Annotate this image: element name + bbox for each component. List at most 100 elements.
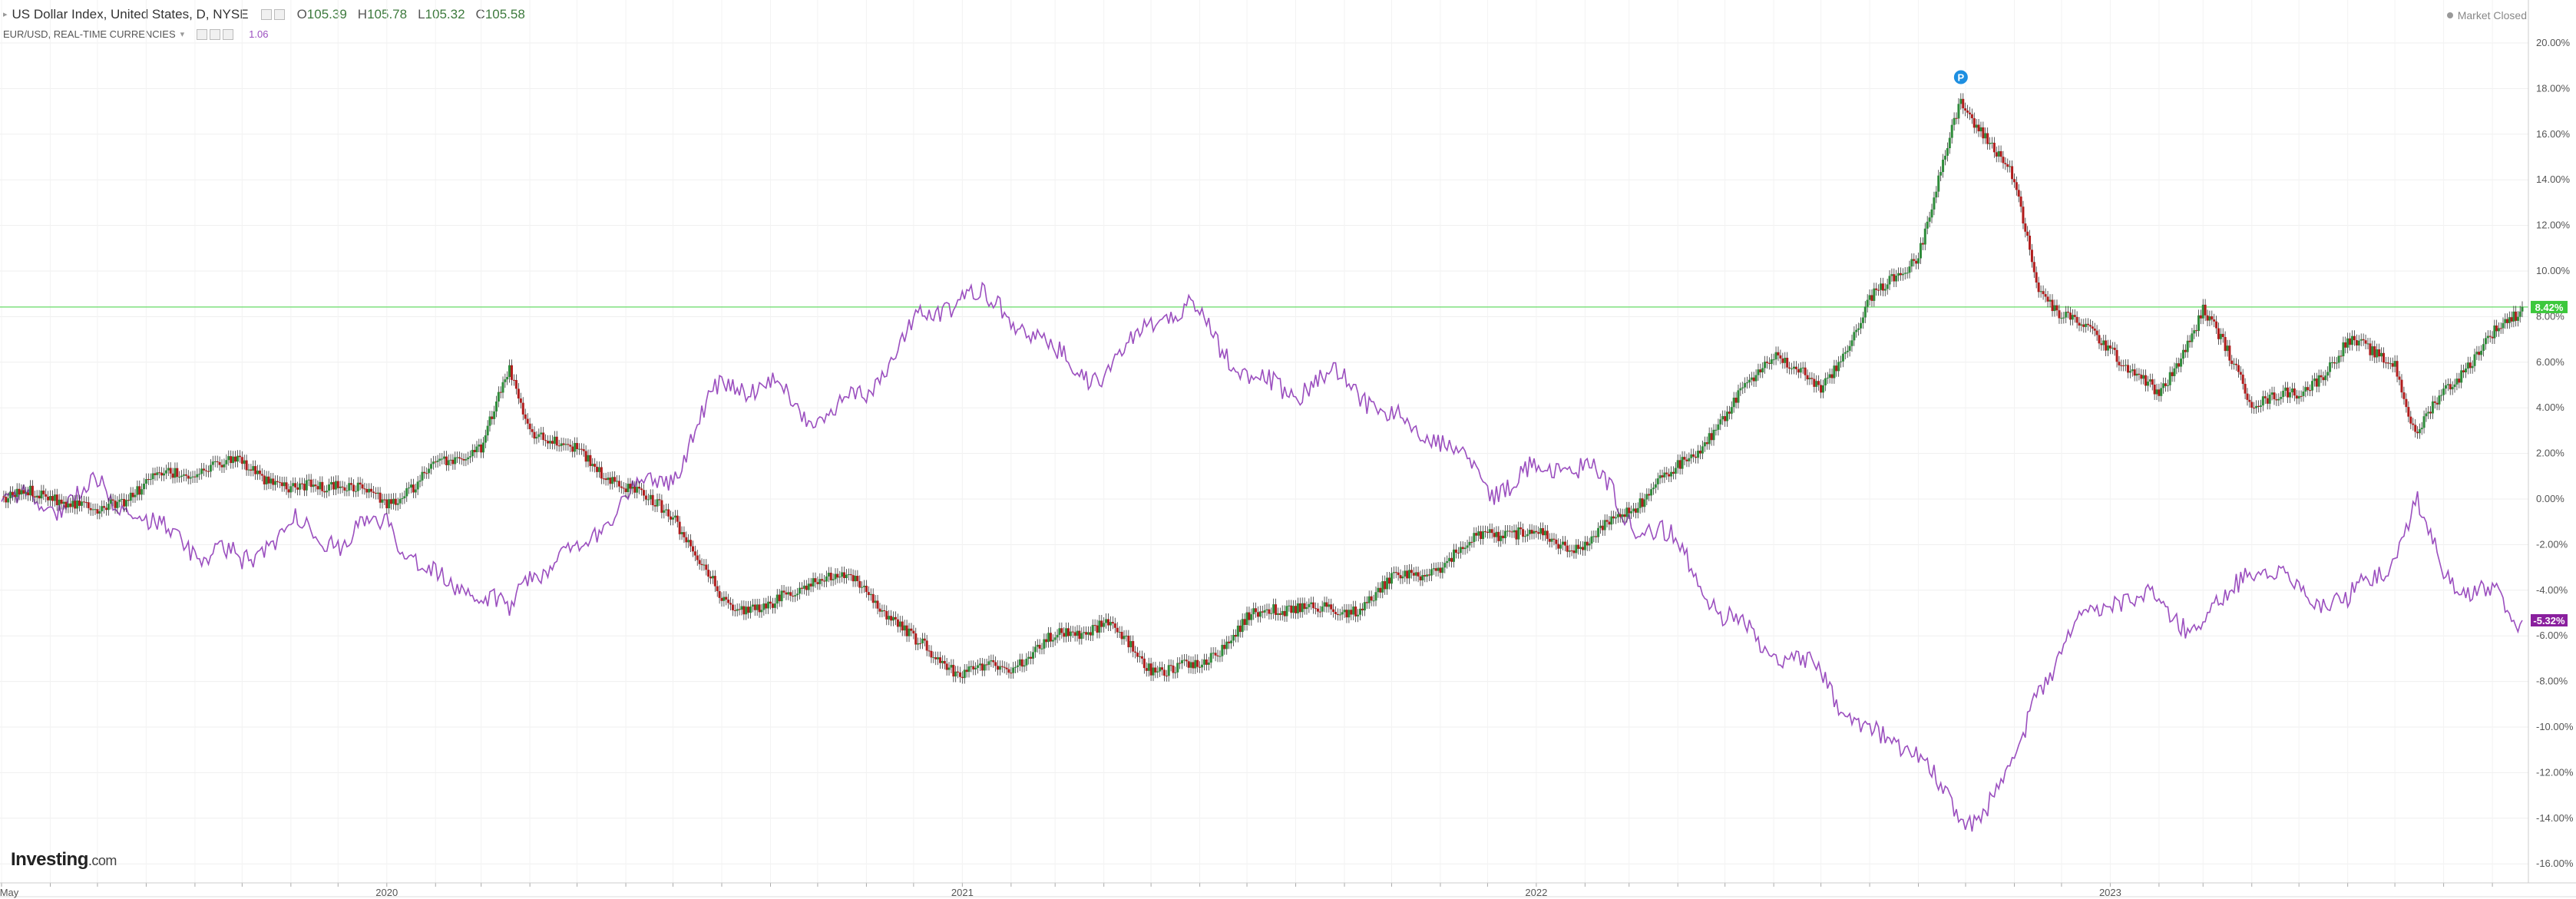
candle-body <box>1250 614 1253 620</box>
candle-body <box>845 574 848 578</box>
candle-body <box>1899 273 1902 276</box>
candle-body <box>771 603 774 608</box>
compare-dropdown-icon[interactable]: ▾ <box>180 30 185 39</box>
candle-body <box>2293 388 2296 396</box>
candle-body <box>2340 355 2343 357</box>
candle-body <box>2369 343 2372 355</box>
candle-body <box>2473 354 2476 366</box>
candle-body <box>410 484 413 488</box>
candle-body <box>1764 362 1767 369</box>
visibility-toggle-icon[interactable] <box>260 9 272 20</box>
candle-body <box>1459 547 1462 554</box>
candle-body <box>1546 530 1549 539</box>
candle-body <box>2362 339 2365 341</box>
candle-body <box>193 476 197 478</box>
candle-body <box>432 461 435 464</box>
candle-body <box>2073 315 2076 317</box>
candle-body <box>283 482 286 487</box>
candle-body <box>1202 659 1205 665</box>
candle-body <box>1446 561 1449 564</box>
candle-body <box>901 621 904 631</box>
candle-body <box>1977 124 1980 132</box>
candle-body <box>1093 625 1096 626</box>
candle-body <box>2384 362 2387 364</box>
candle-body <box>805 585 808 590</box>
y-tick-label: -10.00% <box>2536 721 2574 732</box>
candle-body <box>209 464 212 472</box>
candle-body <box>2391 363 2394 367</box>
candle-body <box>1608 521 1611 525</box>
compare-visibility-icon[interactable] <box>197 29 208 40</box>
candle-body <box>591 464 594 467</box>
candle-body <box>611 477 614 484</box>
eurusd-price-tag-label: -5.32% <box>2533 615 2565 626</box>
candle-body <box>898 621 901 627</box>
candle-body <box>775 594 779 604</box>
candle-body <box>2201 304 2204 319</box>
candle-body <box>1724 416 1727 421</box>
status-dot-icon <box>2446 12 2453 18</box>
candle-body <box>1127 636 1130 648</box>
candle-body <box>1721 416 1724 420</box>
candle-body <box>1363 602 1366 611</box>
candle-body <box>1475 533 1478 536</box>
candle-body <box>2017 190 2020 197</box>
candle-body <box>1152 667 1155 676</box>
candle-body <box>871 593 875 603</box>
candle-body <box>2416 431 2419 434</box>
candle-body <box>497 392 500 402</box>
candle-body <box>1473 533 1476 542</box>
candle-body <box>2078 322 2081 326</box>
candle-body <box>760 610 763 613</box>
candle-body <box>1283 610 1286 616</box>
candle-body <box>1466 545 1469 548</box>
candle-body <box>1628 507 1631 514</box>
candle-body <box>2166 385 2169 386</box>
candle-body <box>316 486 319 490</box>
candle-body <box>2458 378 2461 383</box>
candle-body <box>1548 538 1551 542</box>
candle-body <box>2128 371 2131 373</box>
candle-body <box>1663 472 1666 478</box>
candle-body <box>914 633 918 645</box>
candle-body <box>2480 350 2483 355</box>
candle-body <box>1923 228 1926 245</box>
candle-body <box>678 521 681 534</box>
candle-body <box>1959 98 1963 104</box>
compare-remove-icon[interactable] <box>223 29 234 40</box>
candle-body <box>2213 319 2216 322</box>
candle-body <box>787 592 790 595</box>
candle-body <box>1806 375 1809 380</box>
candle-body <box>1330 604 1333 610</box>
ohlc-low-value: 105.32 <box>425 7 465 21</box>
candle-body <box>416 481 419 490</box>
candle-body <box>1461 547 1464 550</box>
candle-body <box>903 625 906 631</box>
candle-body <box>2093 328 2096 331</box>
candle-body <box>1053 637 1057 640</box>
candle-body <box>687 540 690 543</box>
candle-body <box>365 488 369 493</box>
candle-body <box>1908 266 1911 273</box>
candle-body <box>1877 289 1880 291</box>
candle-body <box>2065 312 2068 318</box>
candle-body <box>2029 236 2032 250</box>
candle-body <box>756 604 759 610</box>
candle-body <box>1140 656 1143 659</box>
candle-body <box>1645 494 1648 500</box>
candle-body <box>1392 572 1395 573</box>
collapse-icon[interactable]: ▸ <box>3 10 8 19</box>
compare-settings-icon[interactable] <box>210 29 221 40</box>
candle-body <box>2386 362 2389 364</box>
ohlc-open-value: 105.39 <box>306 7 347 21</box>
candle-body <box>867 592 870 596</box>
candle-body <box>1715 429 1718 431</box>
candle-body <box>1895 276 1898 282</box>
candle-body <box>2075 316 2078 323</box>
candle-body <box>48 496 51 501</box>
settings-icon[interactable] <box>273 9 285 20</box>
candle-body <box>1096 625 1099 633</box>
candle-body <box>216 461 219 462</box>
candle-body <box>917 643 920 645</box>
